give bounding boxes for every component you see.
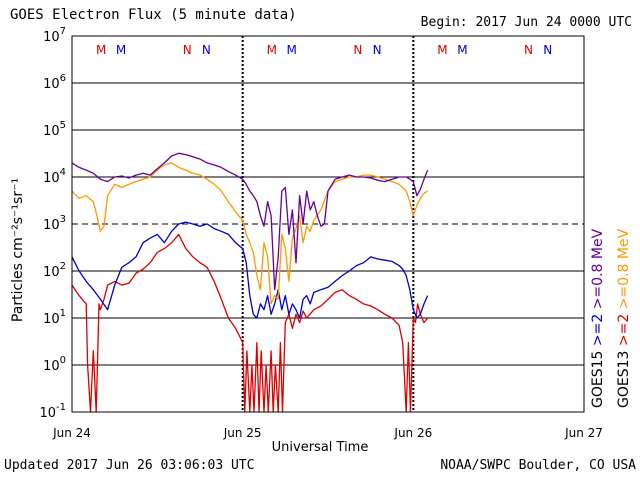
y-tick-label-6: 105 — [43, 120, 66, 139]
y-tick-labels: 10-1 100 101 102 103 104 105 106 107 — [39, 26, 66, 421]
updated-timestamp: Updated 2017 Jun 26 03:06:03 UTC — [4, 458, 255, 473]
marker-5: M — [287, 43, 297, 57]
y-tick-label-1: 100 — [43, 355, 66, 374]
marker-2: N — [183, 43, 192, 57]
x-tick-label-3: Jun 27 — [564, 426, 603, 440]
y-tick-label-5: 104 — [43, 167, 66, 186]
series-line-0 — [71, 152, 429, 291]
legend-entry-3: GOES13 — [616, 351, 632, 408]
marker-9: M — [457, 43, 467, 57]
legend-entry-2: >=0.8 MeV — [590, 228, 606, 313]
y-tick-label-3: 102 — [43, 261, 66, 280]
legend-entry-4: >=2 — [616, 314, 632, 351]
series-line-2 — [71, 221, 429, 319]
series-lines — [71, 152, 429, 413]
marker-8: M — [437, 43, 447, 57]
grid-lines — [72, 35, 584, 413]
y-tick-label-2: 101 — [43, 308, 66, 327]
y-tick-label-4: 103 — [43, 214, 66, 233]
chart-title: GOES Electron Flux (5 minute data) — [10, 7, 297, 23]
series-line-1 — [71, 162, 428, 305]
x-tick-label-1: Jun 25 — [223, 426, 262, 440]
y-axis-label: Particles cm⁻²s⁻¹sr⁻¹ — [10, 178, 26, 322]
marker-3: N — [202, 43, 211, 57]
y-tick-label-0: 10-1 — [39, 402, 66, 421]
x-axis-label: Universal Time — [271, 440, 369, 455]
marker-6: N — [353, 43, 362, 57]
legend-column: GOES13 >=2 >=0.8 MeV — [616, 228, 632, 408]
legend-entry-0: GOES15 — [590, 351, 606, 408]
legend-entry-1: >=2 — [590, 314, 606, 351]
y-tick-label-7: 106 — [43, 73, 66, 92]
credit-text: NOAA/SWPC Boulder, CO USA — [440, 458, 636, 473]
x-tick-label-2: Jun 26 — [393, 426, 432, 440]
marker-1: M — [116, 43, 126, 57]
legend-column: GOES15 >=2 >=0.8 MeV — [590, 228, 606, 408]
plot-frame — [71, 35, 585, 413]
marker-0: M — [96, 43, 106, 57]
begin-time: Begin: 2017 Jun 24 0000 UTC — [420, 15, 632, 30]
series-line-3 — [71, 233, 429, 413]
y-tick-label-8: 107 — [43, 26, 66, 45]
marker-4: M — [267, 43, 277, 57]
x-tick-label-0: Jun 24 — [52, 426, 91, 440]
legend-entry-5: >=0.8 MeV — [616, 228, 632, 313]
x-tick-labels: Jun 24 Jun 25 Jun 26 Jun 27 — [52, 426, 603, 440]
marker-10: N — [524, 43, 533, 57]
marker-7: N — [373, 43, 382, 57]
marker-11: N — [543, 43, 552, 57]
